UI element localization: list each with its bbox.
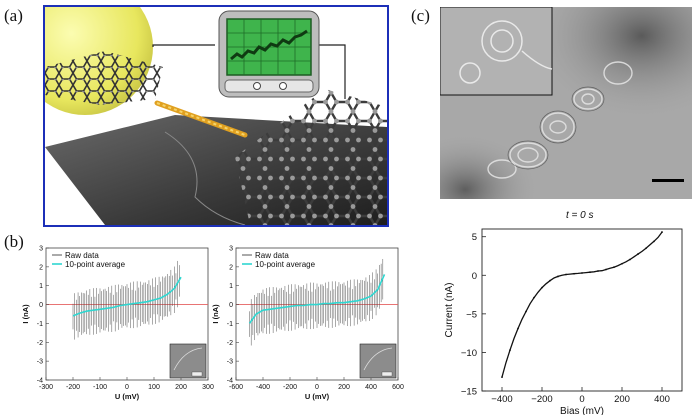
iv-point	[645, 247, 647, 250]
iv-point	[661, 231, 663, 233]
y-tick-label: 0	[472, 271, 477, 282]
y-tick-label: 3	[39, 246, 43, 253]
y-axis-label: I (nA)	[211, 304, 220, 324]
y-tick-label: -3	[37, 359, 43, 366]
iv-point	[589, 271, 591, 274]
iv-point	[653, 240, 655, 243]
legend-average: 10-point average	[255, 260, 316, 269]
iv-point	[501, 376, 503, 379]
x-tick-label: -200	[66, 384, 80, 391]
iv-point	[541, 286, 543, 289]
y-axis-label: I (nA)	[21, 304, 30, 324]
x-tick-label: -300	[39, 384, 53, 391]
chart-b-left: -300 -200 -100 0 100 200 300 -4 -3 -2 -1 0 1 2 3 U (mV)…	[20, 240, 220, 415]
oscilloscope	[218, 10, 320, 98]
y-tick-label: −10	[461, 348, 477, 359]
y-tick-label: -1	[227, 321, 233, 328]
y-tick-label: -1	[37, 321, 43, 328]
y-tick-label: 1	[39, 283, 43, 290]
iv-point	[525, 310, 527, 313]
iv-point	[557, 275, 559, 278]
x-tick-label: 0	[315, 384, 319, 391]
tem-image	[440, 7, 692, 199]
iv-point	[629, 258, 631, 261]
x-tick-label: 200	[175, 384, 187, 391]
chart-c: t = 0 s −400 −200 0 200 400 5 0 −5 −10 −15 Bias (mV…	[440, 205, 695, 420]
x-tick-label: -400	[256, 384, 270, 391]
average-line	[72, 276, 182, 317]
iv-point	[549, 279, 551, 282]
iv-point	[613, 266, 615, 269]
inset-feature	[173, 347, 203, 371]
scale-bar	[652, 179, 684, 182]
inset-feature	[363, 347, 393, 371]
y-tick-label: -4	[227, 378, 233, 385]
device-schematic	[45, 7, 387, 225]
y-tick-label: -2	[227, 340, 233, 347]
x-tick-label: 200	[338, 384, 350, 391]
legend-raw-data: Raw data	[255, 251, 289, 260]
x-tick-label: −400	[491, 394, 512, 405]
legend-average: 10-point average	[65, 260, 126, 269]
x-tick-label: 100	[148, 384, 160, 391]
iv-point	[509, 349, 511, 352]
x-tick-label: 400	[654, 394, 670, 405]
iv-point	[597, 270, 599, 272]
graphene-sheet-tip	[45, 51, 163, 105]
iv-point	[621, 262, 623, 265]
iv-point	[517, 327, 519, 330]
chart-title: t = 0 s	[566, 210, 594, 221]
y-tick-label: -4	[37, 378, 43, 385]
average-line	[248, 274, 386, 324]
x-axis-label: U (mV)	[305, 392, 330, 401]
panel-a-schematic	[43, 5, 389, 227]
x-tick-label: 400	[365, 384, 377, 391]
y-tick-label: −5	[466, 309, 477, 320]
y-tick-label: 0	[229, 302, 233, 309]
iv-point	[637, 253, 639, 255]
panel-label-a: (a)	[4, 6, 23, 25]
graphene-lattice-right	[235, 89, 387, 225]
y-tick-label: 5	[472, 232, 477, 243]
iv-point	[565, 273, 567, 276]
y-tick-label: −15	[461, 387, 477, 398]
x-tick-label: 0	[579, 394, 584, 405]
y-tick-label: -2	[37, 340, 43, 347]
x-tick-label: 600	[392, 384, 404, 391]
iv-point	[573, 272, 575, 275]
x-tick-label: −200	[531, 394, 552, 405]
chart-b-right: -600 -400 -200 0 200 400 600 -4 -3 -2 -1 0 1 2 3 U (mV)…	[210, 240, 410, 415]
iv-point	[533, 296, 535, 299]
inset-scale-label	[191, 371, 203, 377]
x-axis-label: Bias (mV)	[560, 406, 604, 415]
legend-raw-data: Raw data	[65, 251, 99, 260]
panel-label-c: (c)	[411, 6, 430, 25]
y-axis-label: Current (nA)	[444, 282, 455, 337]
iv-point	[605, 268, 607, 271]
iv-point	[581, 272, 583, 274]
y-tick-label: 0	[39, 302, 43, 309]
x-tick-label: 0	[125, 384, 129, 391]
x-tick-label: -600	[229, 384, 243, 391]
y-tick-label: 2	[229, 264, 233, 271]
inset-scale-label	[381, 371, 393, 377]
y-tick-label: 3	[229, 246, 233, 253]
y-tick-label: 2	[39, 264, 43, 271]
plot-frame	[481, 228, 683, 392]
x-tick-label: -200	[283, 384, 297, 391]
y-tick-label: -3	[227, 359, 233, 366]
x-axis-label: U (mV)	[115, 392, 140, 401]
x-tick-label: -100	[93, 384, 107, 391]
panel-label-b: (b)	[4, 232, 24, 251]
x-tick-label: 300	[202, 384, 214, 391]
y-tick-label: 1	[229, 283, 233, 290]
x-tick-label: 200	[614, 394, 630, 405]
